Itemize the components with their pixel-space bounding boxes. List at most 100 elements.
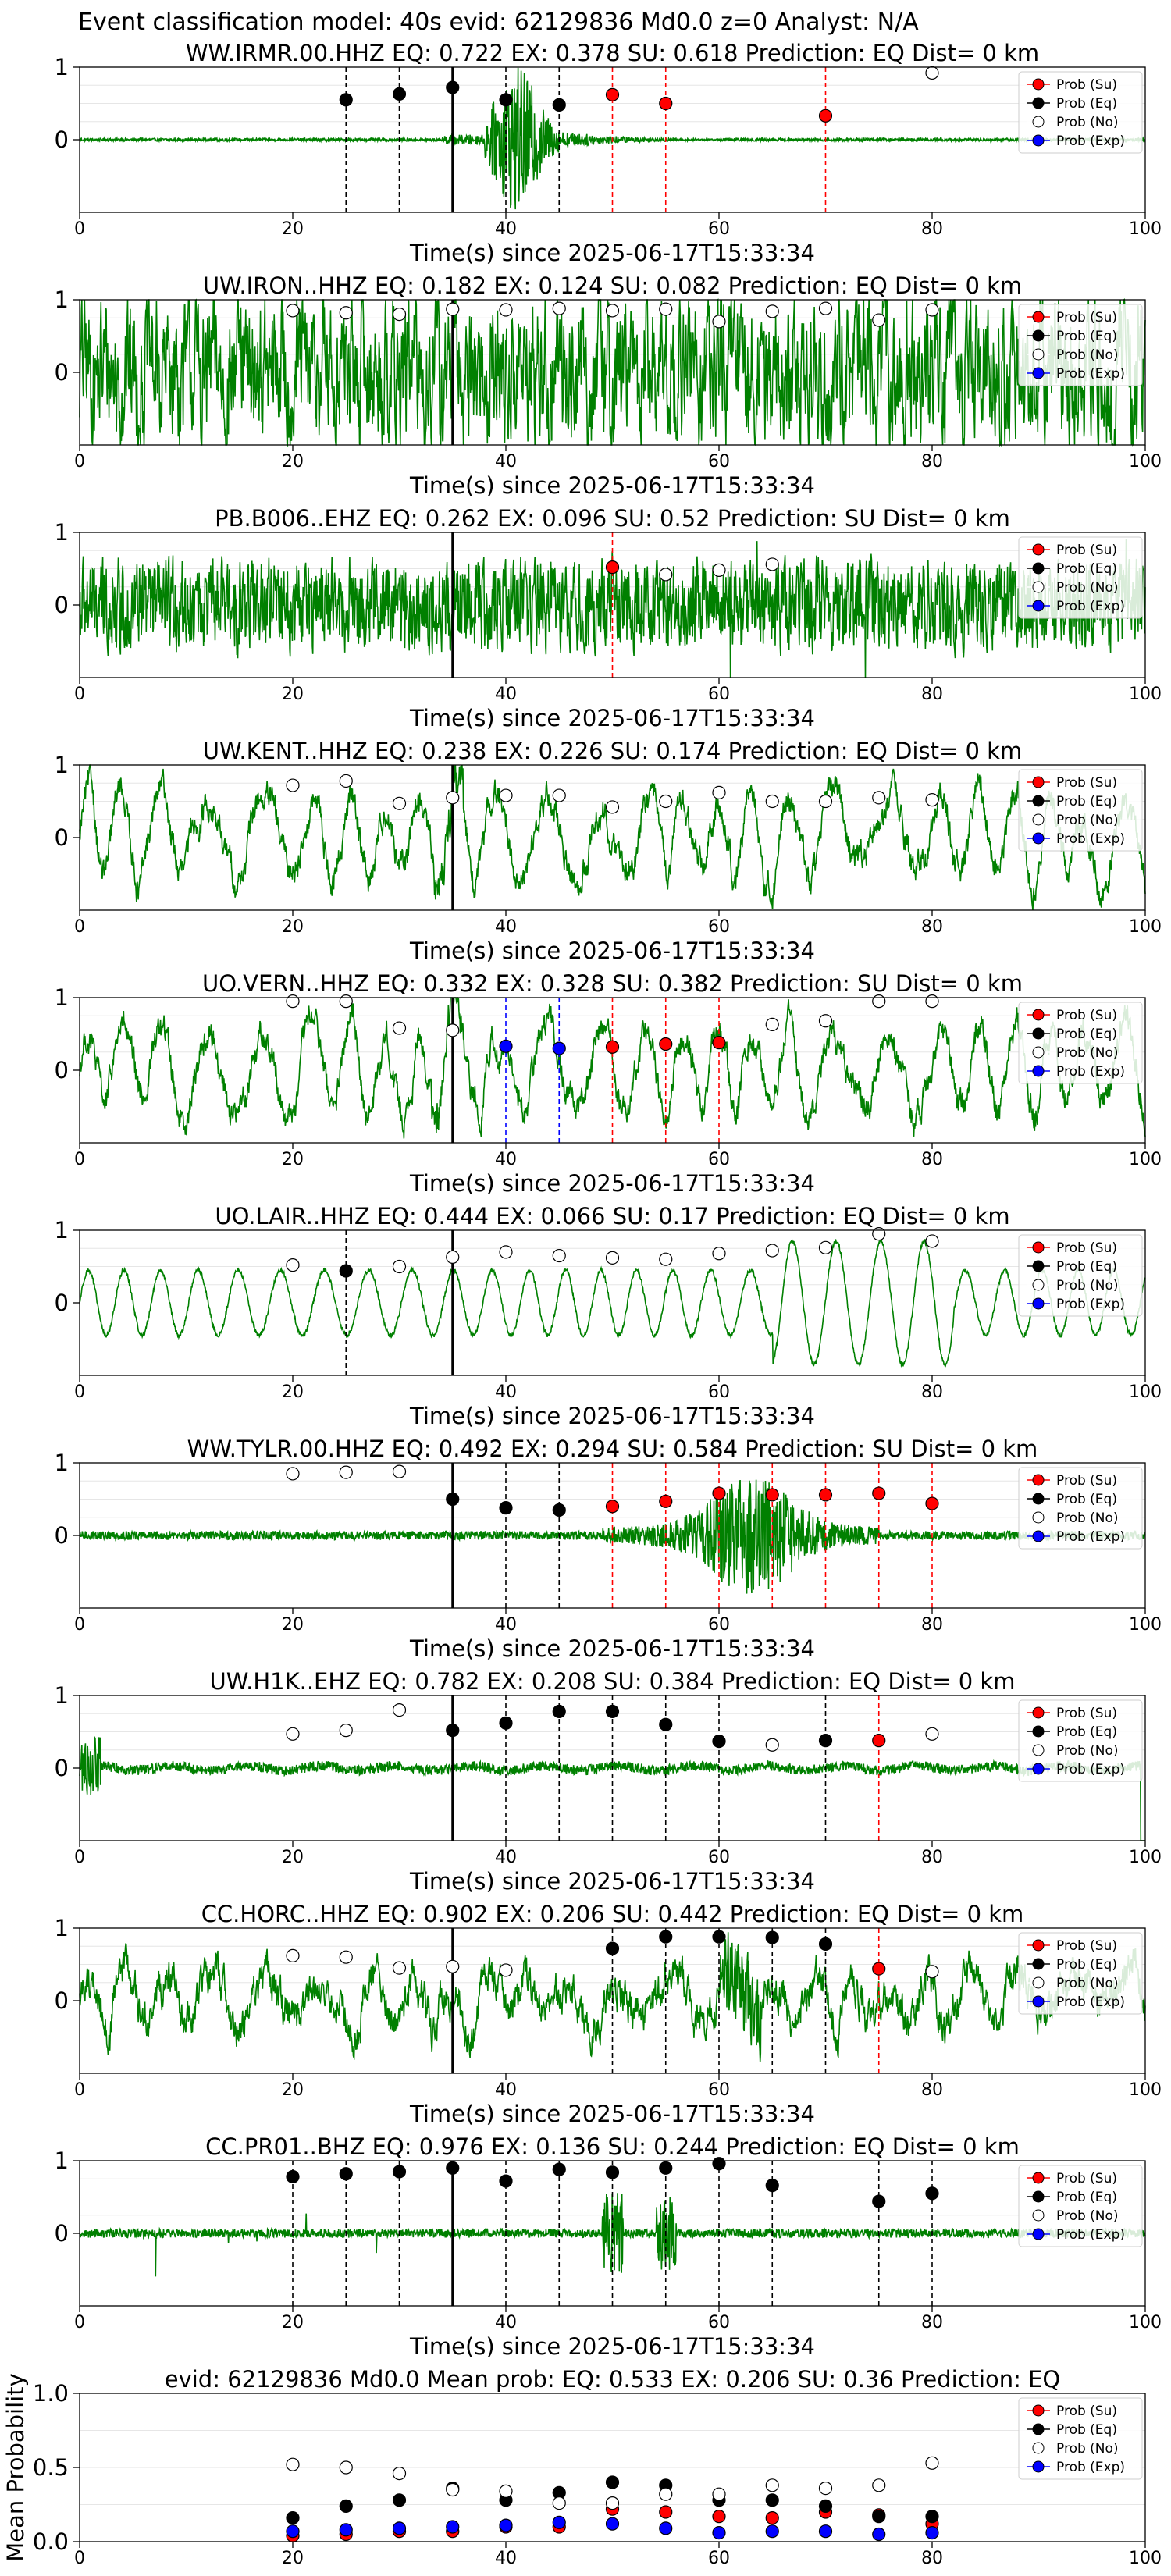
prob-point-su (605, 87, 620, 101)
xtick-label: 100 (1129, 685, 1162, 704)
mean-point-no (392, 2467, 407, 2481)
x-axis-label: Time(s) since 2025-06-17T15:33:34 (409, 1868, 815, 1895)
legend-label: Prob (No) (1056, 1045, 1119, 1061)
legend-marker-eq (1032, 562, 1045, 575)
mean-point-exp (712, 2526, 726, 2540)
prob-point-no (925, 303, 939, 317)
legend-0: Prob (Su) Prob (Eq) Prob (No) Prob (Exp) (1018, 71, 1143, 154)
xtick-label: 40 (495, 917, 517, 937)
mean-point-exp (765, 2524, 779, 2539)
legend-marker-eq (1032, 1725, 1045, 1738)
xtick-label: 100 (1129, 2313, 1162, 2332)
prob-point-su (605, 560, 620, 575)
xtick-label: 60 (708, 1848, 730, 1867)
legend-box (1018, 2397, 1143, 2480)
legend-label: Prob (No) (1056, 2441, 1119, 2457)
prob-point-eq (818, 1937, 833, 1952)
xtick-label: 80 (921, 917, 943, 937)
x-axis-label: Time(s) since 2025-06-17T15:33:34 (409, 705, 815, 731)
prob-point-no (659, 794, 673, 809)
legend-marker-su (1032, 1706, 1045, 1719)
prob-point-su (872, 1734, 886, 1748)
mean-point-no (925, 2456, 939, 2470)
xtick-label: 0 (74, 1848, 85, 1867)
legend-label: Prob (Su) (1056, 1008, 1117, 1023)
ytick-label: 0 (55, 1290, 69, 1316)
mean-point-eq (925, 2510, 939, 2524)
waveform-trace (79, 1237, 1146, 1368)
prob-point-no (712, 1247, 726, 1261)
legend-label: Prob (Eq) (1056, 329, 1117, 344)
legend-marker-eq (1032, 329, 1045, 342)
ytick-label: 1 (55, 1682, 69, 1709)
legend-label: Prob (No) (1056, 115, 1119, 130)
legend-marker-su (1032, 2172, 1045, 2184)
prob-point-eq (659, 1930, 673, 1944)
legend-marker-su (1032, 2404, 1045, 2417)
waveform-trace (79, 764, 1146, 911)
legend-label: Prob (Exp) (1056, 1297, 1125, 1312)
legend-marker-su (1032, 78, 1045, 91)
legend-marker-su (1032, 776, 1045, 788)
ytick-label: 1 (55, 1217, 69, 1244)
prob-point-no (659, 302, 673, 316)
plot-frame-3 (79, 764, 1146, 911)
x-axis-label: Time(s) since 2025-06-17T15:33:34 (409, 1635, 815, 1662)
panel-title: UW.IRON..HHZ EQ: 0.182 EX: 0.124 SU: 0.0… (203, 272, 1022, 299)
prob-point-no (712, 315, 726, 329)
prob-point-su (659, 1037, 673, 1051)
legend-label: Prob (Exp) (1056, 599, 1125, 614)
legend-label: Prob (Su) (1056, 543, 1117, 558)
legend-marker-su (1032, 1241, 1045, 1254)
prob-point-su (872, 1962, 886, 1976)
legend-label: Prob (No) (1056, 1976, 1119, 1991)
prob-point-no (765, 1017, 779, 1032)
prob-point-eq (499, 2174, 513, 2188)
mean-point-eq (339, 2499, 353, 2513)
mean-point-exp (605, 2517, 620, 2531)
legend-label: Prob (Su) (1056, 2171, 1117, 2186)
x-axis-label: Time(s) since 2025-06-17T15:33:34 (409, 2101, 815, 2127)
legend-label: Prob (Eq) (1056, 794, 1117, 809)
ytick-label: 0 (55, 1057, 69, 1083)
legend-box (1018, 304, 1143, 386)
mean-point-no (712, 2487, 726, 2501)
xtick-label: 40 (495, 219, 517, 239)
prob-point-eq (659, 1717, 673, 1731)
xtick-label: 100 (1129, 1382, 1162, 1402)
mean-point-no (605, 2496, 620, 2510)
xtick-label: 60 (708, 1150, 730, 1169)
panel-title: PB.B006..EHZ EQ: 0.262 EX: 0.096 SU: 0.5… (215, 505, 1010, 532)
prob-point-eq (552, 2162, 566, 2176)
prob-point-no (605, 800, 620, 814)
mean-point-exp (659, 2521, 673, 2535)
legend-label: Prob (Su) (1056, 1706, 1117, 1721)
mean-point-eq (286, 2511, 300, 2525)
legend-box (1018, 71, 1143, 154)
panel-title: UW.KENT..HHZ EQ: 0.238 EX: 0.226 SU: 0.1… (203, 738, 1022, 764)
legend-5: Prob (Su) Prob (Eq) Prob (No) Prob (Exp) (1018, 1234, 1143, 1317)
legend-label: Prob (No) (1056, 813, 1119, 828)
xtick-label: 100 (1129, 1848, 1162, 1867)
prob-point-no (659, 1252, 673, 1266)
xtick-label: 60 (708, 2313, 730, 2332)
xtick-label: 0 (74, 2549, 85, 2568)
xtick-label: 100 (1129, 1615, 1162, 1635)
prob-point-eq (712, 1734, 726, 1749)
prob-point-eq (392, 87, 407, 101)
prob-point-su (659, 1494, 673, 1508)
legend-label: Prob (Exp) (1056, 2227, 1125, 2243)
xtick-label: 80 (921, 2549, 943, 2568)
legend-box (1018, 1932, 1143, 2015)
prob-point-no (818, 794, 833, 809)
prob-point-eq (446, 2161, 460, 2175)
xtick-label: 80 (921, 685, 943, 704)
legend-marker-no (1032, 1744, 1045, 1756)
prob-point-no (392, 1259, 407, 1274)
mean-point-exp (872, 2527, 886, 2542)
waveform-trace (79, 997, 1146, 1139)
legend-label: Prob (Exp) (1056, 1529, 1125, 1545)
